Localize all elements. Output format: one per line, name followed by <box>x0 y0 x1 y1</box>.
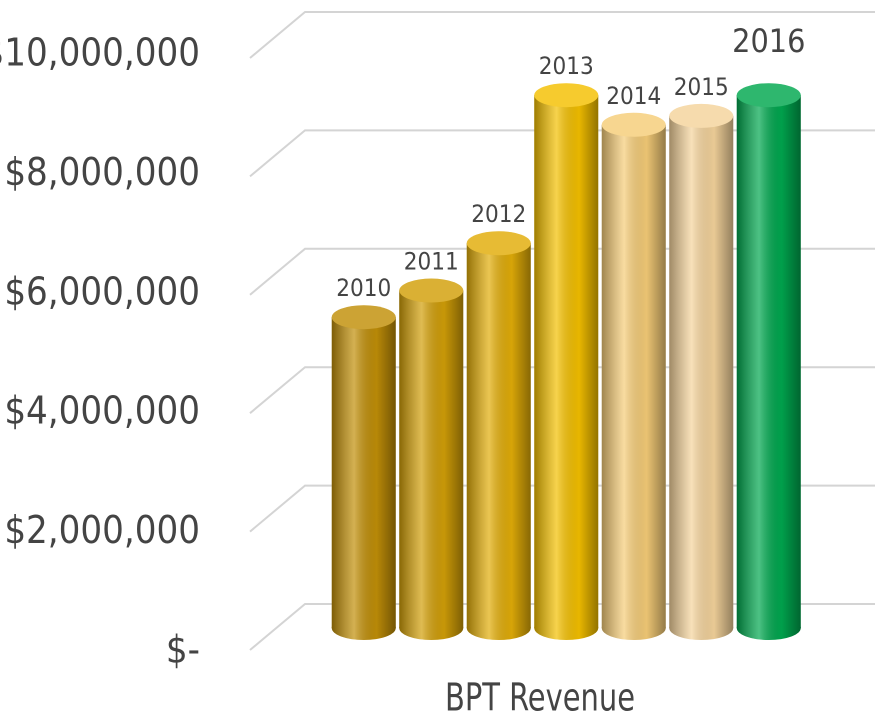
category-label: 2013 <box>539 52 594 80</box>
bar-shade <box>466 243 531 628</box>
bar-top <box>331 305 396 330</box>
bar-top <box>736 83 801 108</box>
bar-shade <box>399 290 464 628</box>
bar-shade <box>669 115 734 629</box>
category-label: 2012 <box>471 200 526 228</box>
bar-shade <box>736 95 801 628</box>
bar-top-light <box>534 83 599 108</box>
category-label: 2016 <box>732 22 805 60</box>
bar-top-light <box>466 231 531 256</box>
category-label: 2011 <box>404 248 459 276</box>
y-tick-label: $- <box>166 628 200 672</box>
bar-shade <box>331 317 396 628</box>
bar-top <box>601 112 666 137</box>
category-label: 2014 <box>606 82 661 110</box>
bar-shade <box>534 95 599 628</box>
bar-top-light <box>669 103 734 128</box>
bar-top-light <box>399 278 464 303</box>
bar-top <box>669 103 734 128</box>
bar-top-light <box>736 83 801 108</box>
grid-line <box>249 11 875 59</box>
chart-title: BPT Revenue <box>445 676 635 720</box>
bar-top-light <box>331 305 396 330</box>
bar-shade <box>601 124 666 629</box>
category-label: 2010 <box>336 274 391 302</box>
bar-top <box>466 231 531 256</box>
y-tick-label: $8,000,000 <box>4 150 200 194</box>
y-tick-label: $6,000,000 <box>4 269 200 313</box>
category-label: 2015 <box>674 73 729 101</box>
bar-top <box>534 83 599 108</box>
bar-top-light <box>601 112 666 137</box>
bar-top <box>399 278 464 303</box>
y-tick-label: $2,000,000 <box>4 508 200 552</box>
y-tick-label: $4,000,000 <box>4 389 200 433</box>
y-tick-label: $10,000,000 <box>0 31 200 75</box>
